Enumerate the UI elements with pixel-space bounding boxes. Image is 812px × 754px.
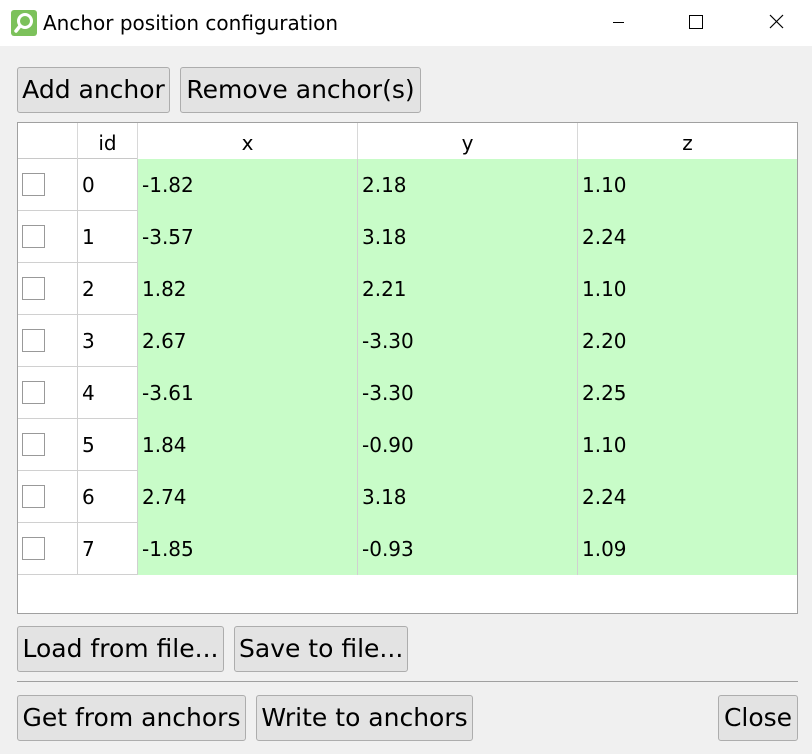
z-cell[interactable]: 1.09	[578, 523, 797, 575]
x-cell[interactable]: 1.82	[138, 263, 358, 315]
id-cell: 1	[78, 211, 138, 263]
close-icon	[746, 0, 804, 46]
row-checkbox[interactable]	[22, 537, 45, 560]
x-cell[interactable]: -1.82	[138, 159, 358, 211]
get-from-anchors-button[interactable]: Get from anchors	[17, 695, 246, 741]
id-cell: 6	[78, 471, 138, 523]
z-cell[interactable]: 2.20	[578, 315, 797, 367]
x-cell[interactable]: -3.61	[138, 367, 358, 419]
header-y[interactable]: y	[358, 123, 578, 159]
z-cell[interactable]: 1.10	[578, 159, 797, 211]
table-row: 2 1.82 2.21 1.10	[18, 263, 797, 315]
window-close-button[interactable]	[746, 0, 804, 46]
maximize-icon	[667, 0, 725, 46]
z-cell[interactable]: 2.24	[578, 471, 797, 523]
y-cell[interactable]: 2.18	[358, 159, 578, 211]
title-bar: Anchor position configuration	[0, 0, 812, 46]
z-cell[interactable]: 1.10	[578, 263, 797, 315]
table-row: 1 -3.57 3.18 2.24	[18, 211, 797, 263]
select-cell	[18, 315, 78, 367]
load-from-file-button[interactable]: Load from file...	[17, 626, 224, 672]
id-cell: 2	[78, 263, 138, 315]
z-cell[interactable]: 2.24	[578, 211, 797, 263]
y-cell[interactable]: -0.90	[358, 419, 578, 471]
anchor-table: id x y z 0 -1.82 2.18 1.10 1 -3.57 3.18 …	[17, 122, 798, 614]
z-cell[interactable]: 2.25	[578, 367, 797, 419]
id-cell: 7	[78, 523, 138, 575]
remove-anchors-button[interactable]: Remove anchor(s)	[180, 67, 421, 113]
header-x[interactable]: x	[138, 123, 358, 159]
window-title: Anchor position configuration	[43, 10, 338, 36]
row-checkbox[interactable]	[22, 381, 45, 404]
select-cell	[18, 211, 78, 263]
id-cell: 4	[78, 367, 138, 419]
header-id[interactable]: id	[78, 123, 138, 159]
x-cell[interactable]: -3.57	[138, 211, 358, 263]
save-to-file-button[interactable]: Save to file...	[234, 626, 408, 672]
select-cell	[18, 159, 78, 211]
x-cell[interactable]: 2.74	[138, 471, 358, 523]
row-checkbox[interactable]	[22, 329, 45, 352]
id-cell: 5	[78, 419, 138, 471]
table-row: 5 1.84 -0.90 1.10	[18, 419, 797, 471]
y-cell[interactable]: 3.18	[358, 471, 578, 523]
minimize-icon	[588, 0, 646, 46]
x-cell[interactable]: 1.84	[138, 419, 358, 471]
close-button[interactable]: Close	[718, 695, 798, 741]
row-checkbox[interactable]	[22, 277, 45, 300]
y-cell[interactable]: 3.18	[358, 211, 578, 263]
write-to-anchors-button[interactable]: Write to anchors	[256, 695, 473, 741]
header-select[interactable]	[18, 123, 78, 159]
row-checkbox[interactable]	[22, 433, 45, 456]
row-checkbox[interactable]	[22, 485, 45, 508]
table-row: 0 -1.82 2.18 1.10	[18, 159, 797, 211]
add-anchor-button[interactable]: Add anchor	[17, 67, 170, 113]
minimize-button[interactable]	[588, 0, 646, 46]
y-cell[interactable]: -3.30	[358, 315, 578, 367]
x-cell[interactable]: -1.85	[138, 523, 358, 575]
maximize-button[interactable]	[667, 0, 725, 46]
select-cell	[18, 367, 78, 419]
y-cell[interactable]: -0.93	[358, 523, 578, 575]
table-row: 7 -1.85 -0.93 1.09	[18, 523, 797, 575]
id-cell: 0	[78, 159, 138, 211]
table-row: 4 -3.61 -3.30 2.25	[18, 367, 797, 419]
select-cell	[18, 419, 78, 471]
table-row: 3 2.67 -3.30 2.20	[18, 315, 797, 367]
row-checkbox[interactable]	[22, 173, 45, 196]
y-cell[interactable]: 2.21	[358, 263, 578, 315]
select-cell	[18, 523, 78, 575]
table-header: id x y z	[18, 123, 797, 159]
header-z[interactable]: z	[578, 123, 797, 159]
select-cell	[18, 471, 78, 523]
table-row: 6 2.74 3.18 2.24	[18, 471, 797, 523]
select-cell	[18, 263, 78, 315]
z-cell[interactable]: 1.10	[578, 419, 797, 471]
row-checkbox[interactable]	[22, 225, 45, 248]
app-logo-icon	[11, 10, 37, 36]
x-cell[interactable]: 2.67	[138, 315, 358, 367]
id-cell: 3	[78, 315, 138, 367]
y-cell[interactable]: -3.30	[358, 367, 578, 419]
separator	[17, 681, 798, 682]
